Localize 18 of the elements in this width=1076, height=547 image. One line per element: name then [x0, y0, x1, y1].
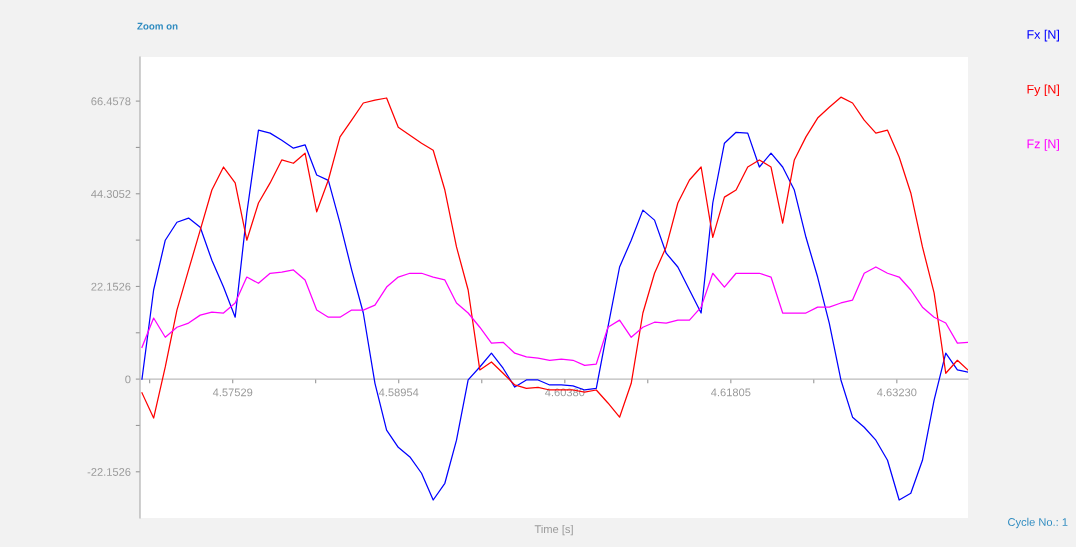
text: Fx [N] — [1027, 29, 1059, 42]
y-tick-label: 66.4578 — [91, 97, 131, 106]
line-series — [141, 266, 968, 366]
x-tick-label: 4.57529 — [212, 388, 253, 397]
text: Cycle No.: 1 — [1008, 517, 1068, 529]
x-tick-label: 4.58954 — [378, 388, 419, 397]
text: Fz [N] — [1027, 139, 1059, 151]
y-tick-label: 0 — [125, 375, 131, 384]
x-tick-label: 4.61805 — [711, 388, 751, 397]
y-tick-label: -22.1526 — [87, 468, 131, 476]
line-series — [141, 96, 968, 419]
text: Fy [N] — [1027, 84, 1059, 97]
x-axis-title: Time [s] — [534, 524, 573, 536]
x-tick-label: 4.63230 — [877, 388, 917, 397]
y-tick-label: 22.1526 — [91, 282, 131, 291]
y-tick-label: 44.3052 — [91, 190, 131, 198]
line-series — [141, 129, 968, 501]
text: Zoom on — [137, 22, 178, 30]
